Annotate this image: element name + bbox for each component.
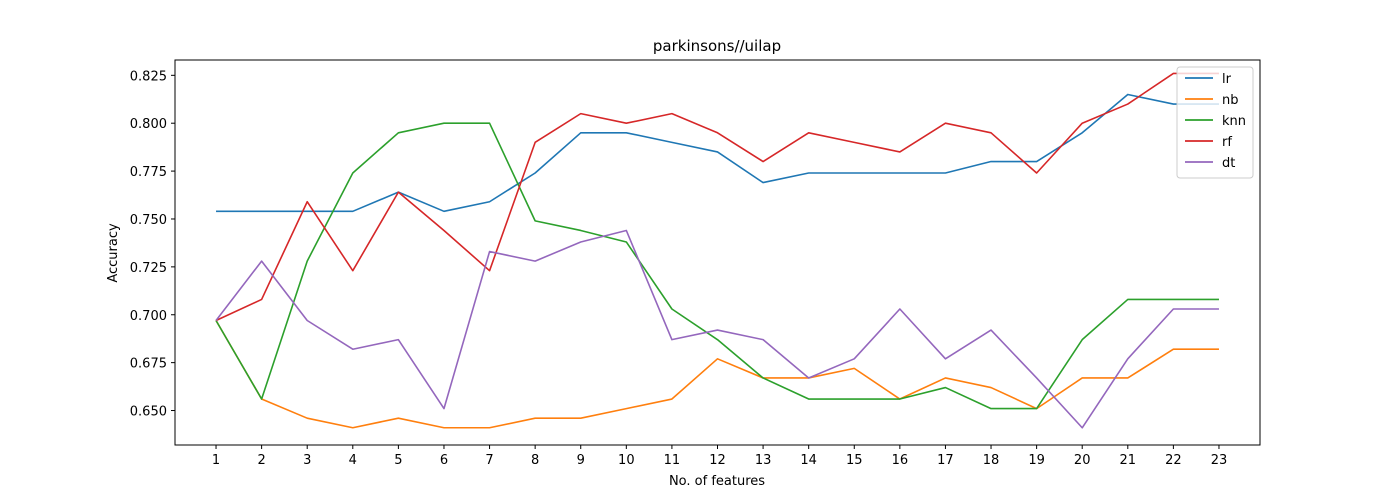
x-tick-label: 17 <box>937 453 954 468</box>
series-line-nb <box>215 320 1219 429</box>
series-layer <box>215 72 1219 429</box>
series-line-rf <box>215 72 1219 322</box>
x-tick-label: 1 <box>212 453 220 468</box>
x-tick-label: 13 <box>755 453 772 468</box>
series-line-dt <box>215 229 1219 429</box>
y-tick-label: 0.825 <box>130 69 167 84</box>
y-tick-label: 0.775 <box>130 165 167 180</box>
x-tick-label: 20 <box>1074 453 1091 468</box>
legend-label-nb: nb <box>1222 93 1239 108</box>
legend: lr nb knn rf dt <box>1176 66 1254 179</box>
x-tick-label: 22 <box>1165 453 1182 468</box>
x-tick-label: 14 <box>800 453 817 468</box>
x-tick-label: 8 <box>531 453 539 468</box>
x-axis-label: No. of features <box>669 474 765 489</box>
x-tick-label: 11 <box>664 453 681 468</box>
y-tick-label: 0.700 <box>130 309 167 324</box>
y-axis-label: Accuracy <box>106 223 121 283</box>
chart-title: parkinsons//uilap <box>653 37 781 55</box>
x-tick-label: 7 <box>485 453 493 468</box>
y-tick-label: 0.725 <box>130 261 167 276</box>
x-tick-label: 18 <box>983 453 1000 468</box>
x-tick-label: 16 <box>892 453 909 468</box>
y-tick-label: 0.750 <box>130 213 167 228</box>
legend-label-lr: lr <box>1222 72 1232 87</box>
x-tick-label: 6 <box>440 453 448 468</box>
legend-box <box>1176 66 1254 179</box>
y-tick-label: 0.675 <box>130 357 167 372</box>
y-axis: 0.650 0.675 0.700 0.725 0.750 0.775 0.800 0.825 <box>130 69 175 420</box>
legend-label-rf: rf <box>1222 135 1232 150</box>
x-tick-label: 21 <box>1120 453 1137 468</box>
x-tick-label: 12 <box>709 453 726 468</box>
legend-label-knn: knn <box>1222 114 1246 129</box>
x-tick-label: 5 <box>394 453 402 468</box>
x-tick-label: 10 <box>618 453 635 468</box>
series-line-lr <box>216 93 1219 213</box>
x-tick-label: 9 <box>577 453 585 468</box>
x-tick-label: 4 <box>349 453 357 468</box>
x-tick-label: 2 <box>257 453 265 468</box>
x-tick-label: 3 <box>303 453 311 468</box>
x-tick-label: 23 <box>1211 453 1228 468</box>
y-tick-label: 0.650 <box>130 405 167 420</box>
y-tick-label: 0.800 <box>130 117 167 132</box>
x-tick-label: 15 <box>846 453 863 468</box>
series-line-knn <box>215 122 1219 410</box>
x-axis: 1 2 3 4 5 6 7 8 9 10 11 12 13 14 15 16 17 18 19 20 21 22 23 <box>212 445 1227 468</box>
legend-label-dt: dt <box>1222 156 1235 171</box>
x-tick-label: 19 <box>1028 453 1045 468</box>
